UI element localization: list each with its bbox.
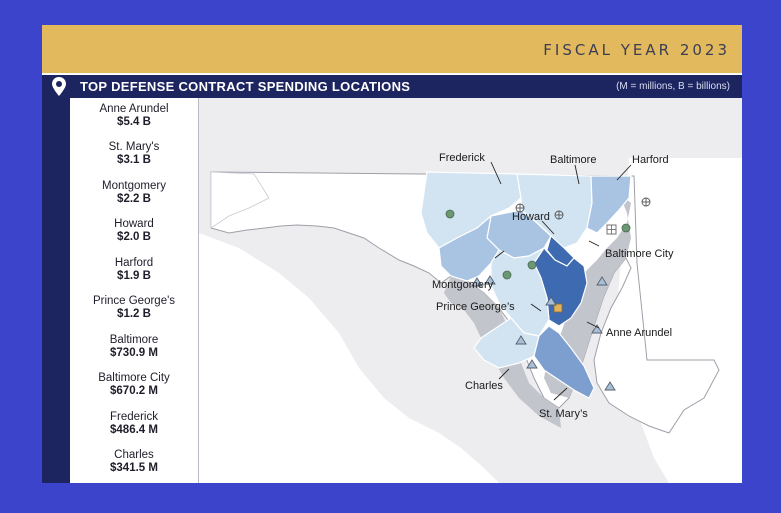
label-baltimore-city: Baltimore City	[605, 248, 674, 260]
triangle-marker	[471, 277, 483, 287]
circle-marker	[621, 223, 631, 233]
leader-lines	[490, 161, 632, 401]
triangle-marker	[484, 275, 496, 285]
location-amount: $730.9 M	[110, 347, 158, 359]
location-name: Charles	[114, 449, 154, 461]
location-name: Prince George's	[92, 295, 176, 307]
crosshair-marker	[554, 210, 564, 220]
label-prince-georges: Prince George’s	[436, 301, 515, 313]
label-charles: Charles	[465, 380, 503, 392]
triangle-marker	[526, 359, 538, 369]
triangle-marker	[604, 381, 616, 391]
location-name: St. Mary's	[108, 141, 160, 153]
prince-georges-county	[490, 247, 550, 337]
location-name: Harford	[114, 257, 154, 269]
markers	[445, 197, 651, 391]
list-item: Harford $1.9 B	[70, 256, 198, 283]
label-frederick: Frederick	[439, 152, 485, 164]
location-amount: $486.4 M	[110, 424, 158, 436]
location-amount: $1.9 B	[117, 270, 151, 282]
maryland-land	[210, 171, 720, 434]
label-harford: Harford	[632, 154, 669, 166]
units-note: (M = millions, B = billions)	[616, 81, 730, 92]
label-howard: Howard	[512, 211, 550, 223]
list-item: Howard $2.0 B	[70, 217, 198, 244]
title-bar: TOP DEFENSE CONTRACT SPENDING LOCATIONS …	[42, 75, 742, 98]
location-name: Anne Arundel	[99, 103, 169, 115]
location-amount: $1.2 B	[117, 308, 151, 320]
location-name: Montgomery	[102, 180, 166, 192]
location-name: Baltimore	[109, 334, 159, 346]
list-item: Charles $341.5 M	[70, 448, 198, 475]
triangle-marker	[591, 324, 603, 334]
infographic-card: FISCAL YEAR 2023 TOP DEFENSE CONTRACT SP…	[42, 25, 742, 483]
location-name: Frederick	[110, 411, 158, 423]
location-amount: $3.1 B	[117, 154, 151, 166]
fiscal-year-label: FISCAL YEAR 2023	[543, 41, 730, 59]
location-amount: $2.2 B	[117, 193, 151, 205]
harford-county	[586, 175, 632, 234]
crosshair-marker	[515, 203, 525, 213]
location-amount: $5.4 B	[117, 116, 151, 128]
list-item: Baltimore $730.9 M	[70, 333, 198, 360]
circle-marker	[502, 270, 512, 280]
label-anne-arundel: Anne Arundel	[606, 327, 672, 339]
st-marys-county	[533, 325, 595, 399]
triangle-marker	[515, 335, 527, 345]
location-amount: $341.5 M	[110, 462, 158, 474]
location-pin-icon	[52, 77, 66, 96]
western-panhandle	[210, 171, 270, 229]
label-baltimore: Baltimore	[550, 154, 596, 166]
triangle-marker	[545, 296, 557, 306]
location-amount: $2.0 B	[117, 231, 151, 243]
list-item: Baltimore City $670.2 M	[70, 371, 198, 398]
list-item: Frederick $486.4 M	[70, 410, 198, 437]
circle-marker	[527, 260, 537, 270]
page-title: TOP DEFENSE CONTRACT SPENDING LOCATIONS	[80, 79, 411, 94]
spending-list: Anne Arundel $5.4 B St. Mary's $3.1 B Mo…	[70, 98, 198, 483]
square-marker	[553, 303, 563, 313]
divider	[198, 98, 199, 483]
neighbor-land-south	[199, 233, 499, 483]
crosshair-marker	[641, 197, 651, 207]
side-strip	[42, 98, 70, 483]
list-item: Montgomery $2.2 B	[70, 179, 198, 206]
circle-marker	[445, 209, 455, 219]
list-item: St. Mary's $3.1 B	[70, 140, 198, 167]
header-band: FISCAL YEAR 2023	[42, 25, 742, 73]
location-name: Howard	[114, 218, 154, 230]
label-montgomery: Montgomery	[432, 279, 494, 291]
label-st-marys: St. Mary’s	[539, 408, 588, 420]
location-name: Baltimore City	[98, 372, 170, 384]
maryland-map: Frederick Baltimore Harford Howard Balti…	[199, 98, 742, 483]
triangle-marker	[596, 276, 608, 286]
list-item: Prince George's $1.2 B	[70, 294, 198, 321]
location-amount: $670.2 M	[110, 385, 158, 397]
grid-square-marker	[606, 224, 617, 235]
list-item: Anne Arundel $5.4 B	[70, 102, 198, 129]
